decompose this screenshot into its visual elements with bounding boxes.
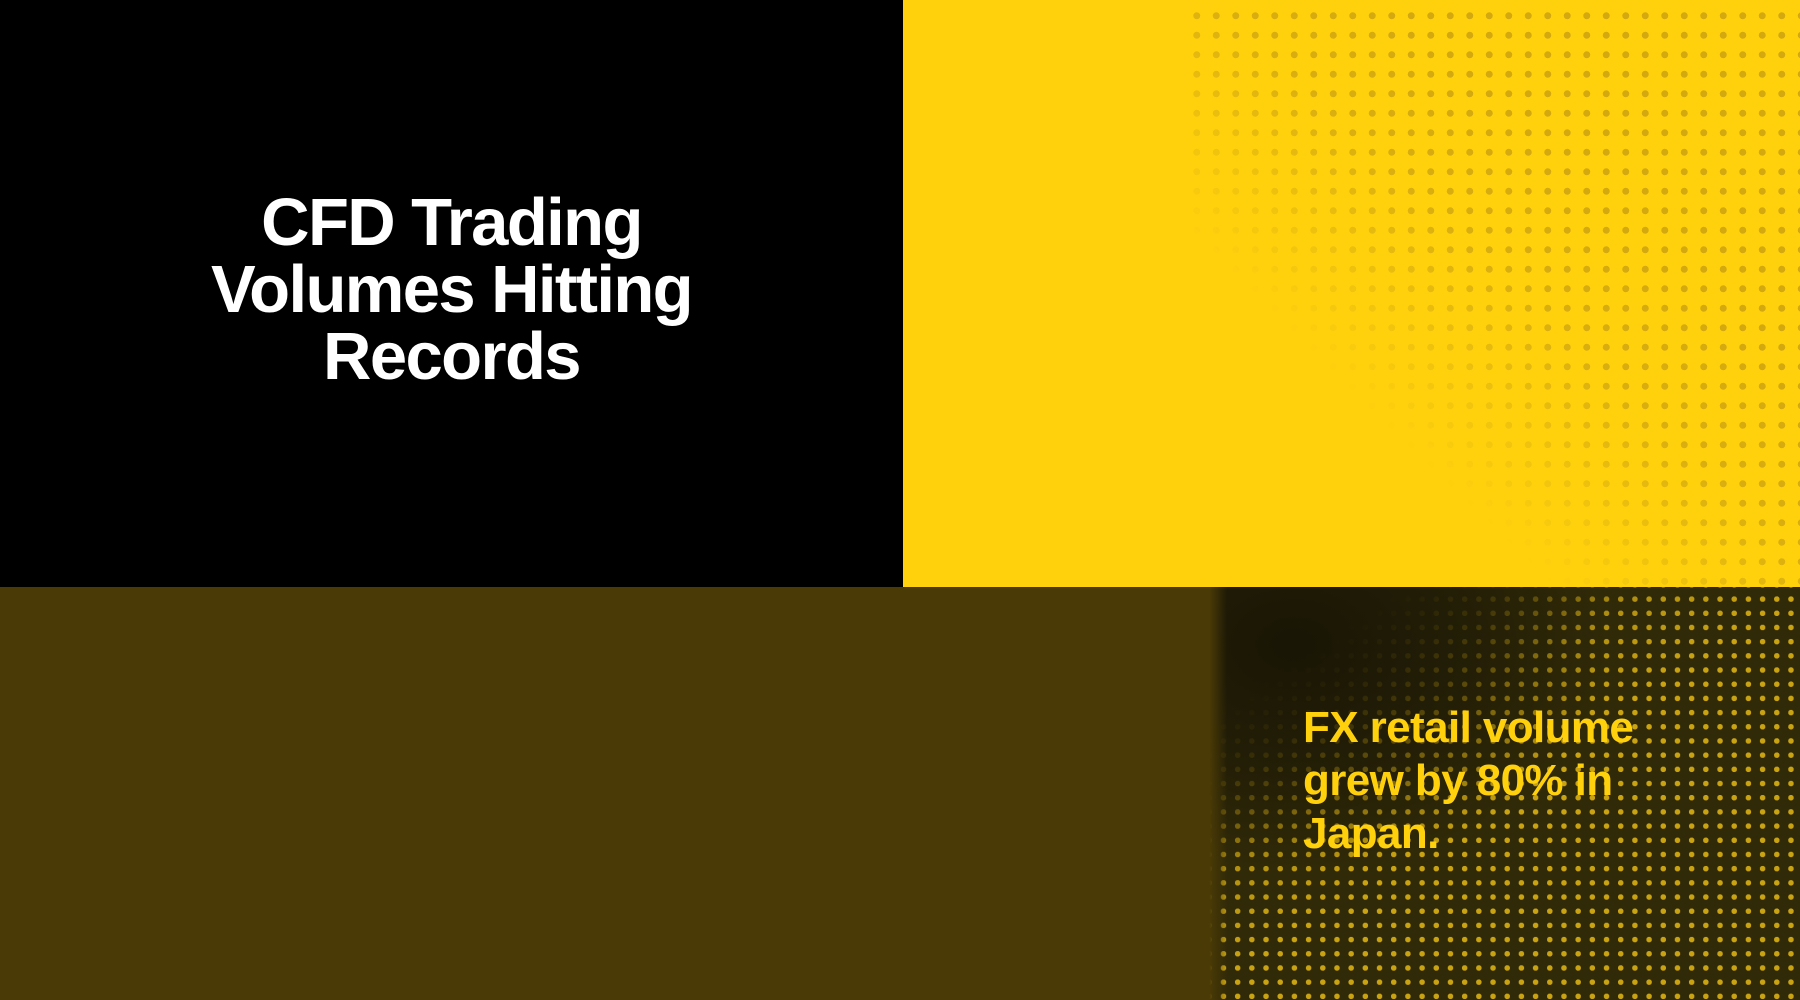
- fx-japan-statement: FX retail volume grew by 80% in Japan.: [1303, 703, 1634, 858]
- halftone-dot-pattern-icon: [1183, 0, 1800, 587]
- title-panel: CFD Trading Volumes Hitting Records: [0, 0, 903, 587]
- industry-volume-panel: The total industry-wise monthly trading …: [0, 587, 1183, 1000]
- cfd-volume-panel: CFD trading volume jumped 32% in Q3 2024…: [903, 0, 1800, 587]
- page-title: CFD Trading Volumes Hitting Records: [211, 185, 694, 394]
- panel-left-edge-blend: [1183, 587, 1227, 1000]
